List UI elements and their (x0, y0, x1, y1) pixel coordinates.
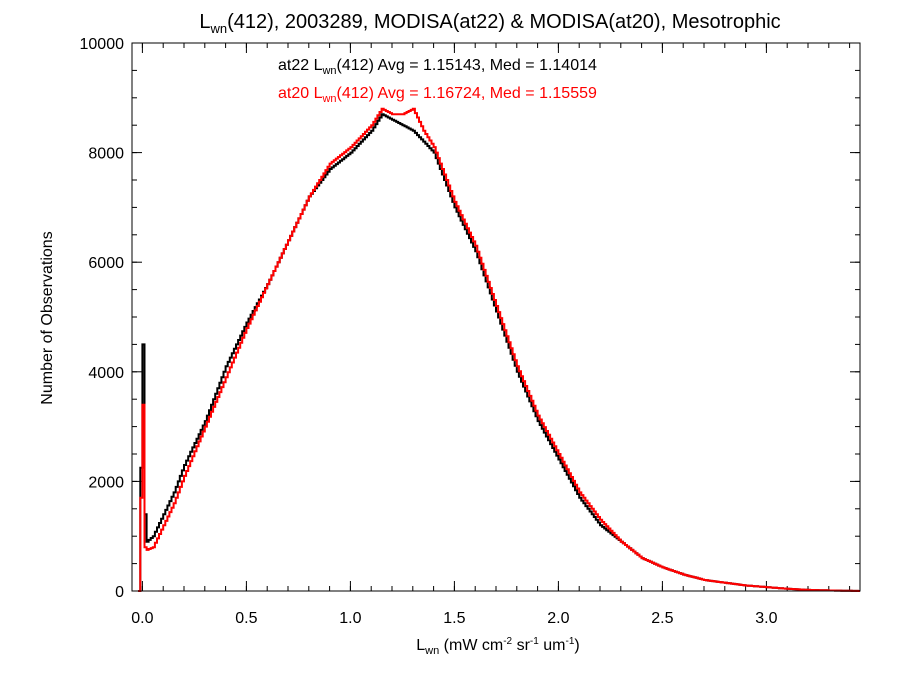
annotation-at20: at20 Lwn(412) Avg = 1.16724, Med = 1.155… (278, 85, 597, 105)
x-axis-label-sub: wn (424, 645, 439, 657)
x-axis-label-exp3: -1 (565, 636, 574, 647)
x-tick-label: 2.5 (651, 610, 673, 627)
annotation-at22-post: (412) Avg = 1.15143, Med = 1.14014 (337, 57, 597, 74)
x-axis-label-part3: um (539, 637, 566, 654)
x-axis-label-main: L (416, 637, 425, 654)
axis-ticks: 0.0 0.5 1.0 1.5 2.0 2.5 3.0 0 2000 4000 6000 8000 10… (80, 36, 860, 627)
x-tick-label: 2.0 (547, 610, 569, 627)
annotation-at22-sub: wn (321, 65, 336, 77)
y-tick-label: 10000 (80, 36, 125, 53)
y-tick-label: 0 (115, 584, 124, 601)
x-axis-label-part2: sr (512, 637, 530, 654)
y-tick-label: 8000 (88, 146, 124, 163)
series-at20-line (138, 107, 860, 592)
y-tick-label: 6000 (88, 255, 124, 272)
annotation-at22-pre: at22 L (278, 57, 323, 74)
chart-title-main: L (199, 11, 210, 33)
x-tick-label: 0.5 (235, 610, 257, 627)
plot-frame (131, 42, 861, 592)
x-axis-label-part4: ) (574, 637, 579, 654)
chart-title-subscript: wn (209, 21, 227, 36)
x-axis-label-exp2: -1 (530, 636, 539, 647)
chart-title: Lwn(412), 2003289, MODISA(at22) & MODISA… (199, 11, 780, 36)
annotation-at20-sub: wn (321, 93, 336, 105)
y-tick-label: 2000 (88, 474, 124, 491)
x-tick-label: 1.0 (339, 610, 361, 627)
x-tick-label: 0.0 (131, 610, 153, 627)
x-axis-label: Lwn (mW cm-2 sr-1 um-1) (416, 636, 579, 657)
chart-title-rest: (412), 2003289, MODISA(at22) & MODISA(at… (227, 11, 781, 33)
data-series (138, 107, 860, 592)
y-tick-label: 4000 (88, 365, 124, 382)
series-at22-line (138, 113, 860, 592)
annotation-at20-post: (412) Avg = 1.16724, Med = 1.15559 (337, 85, 597, 102)
x-axis-label-exp1: -2 (503, 636, 512, 647)
x-tick-label: 1.5 (443, 610, 465, 627)
x-tick-label: 3.0 (755, 610, 777, 627)
annotation-at22: at22 Lwn(412) Avg = 1.15143, Med = 1.140… (278, 57, 597, 77)
y-axis-label: Number of Observations (39, 231, 56, 404)
annotation-at20-pre: at20 L (278, 85, 323, 102)
x-axis-label-part1: (mW cm (439, 637, 503, 654)
